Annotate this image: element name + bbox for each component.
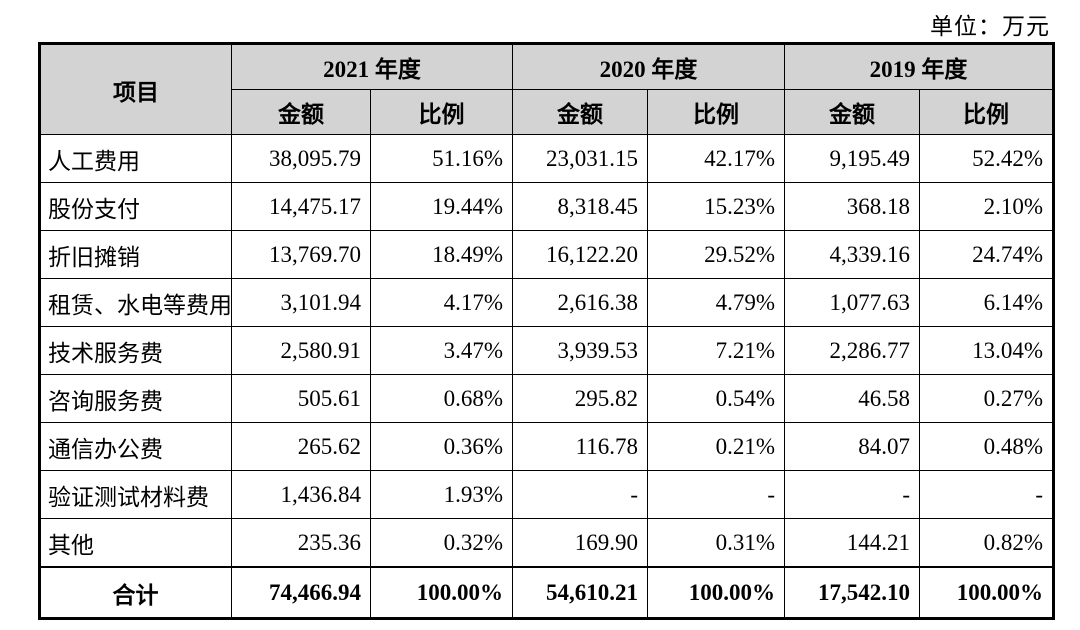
item-cell: 折旧摊销	[39, 230, 232, 279]
percent-cell: 0.54%	[647, 374, 785, 423]
total-percent-cell: 100.00%	[647, 566, 785, 619]
percent-cell: 51.16%	[370, 134, 513, 183]
amount-cell: -	[784, 470, 920, 519]
total-label-cell: 合计	[39, 566, 232, 619]
year-header-row: 项目 2021 年度 2020 年度 2019 年度	[39, 43, 1054, 135]
amount-cell: 38,095.79	[231, 134, 371, 183]
amount-cell: 14,475.17	[231, 182, 371, 231]
table-row: 通信办公费 265.62 0.36% 116.78 0.21% 84.07 0.…	[39, 422, 1054, 471]
percent-cell: 13.04%	[919, 326, 1054, 375]
amount-cell: 1,436.84	[231, 470, 371, 519]
percent-cell: 0.21%	[647, 422, 785, 471]
amount-cell: 16,122.20	[512, 230, 648, 279]
amount-cell: 13,769.70	[231, 230, 371, 279]
percent-cell: -	[919, 470, 1054, 519]
amount-cell: 1,077.63	[784, 278, 920, 327]
ratio-header-2020: 比例	[647, 89, 785, 135]
percent-cell: 0.36%	[370, 422, 513, 471]
amount-header-2021: 金额	[231, 89, 371, 135]
total-percent-cell: 100.00%	[370, 566, 513, 619]
amount-cell: 505.61	[231, 374, 371, 423]
subheader-row: 金额 比例 金额 比例 金额 比例	[40, 89, 1054, 135]
item-cell: 租赁、水电等费用	[39, 278, 232, 327]
percent-cell: 0.32%	[370, 518, 513, 568]
total-amount-cell: 54,610.21	[512, 566, 648, 619]
percent-cell: 6.14%	[919, 278, 1054, 327]
percent-cell: 19.44%	[370, 182, 513, 231]
percent-cell: 0.68%	[370, 374, 513, 423]
unit-label: 单位：万元	[930, 14, 1050, 39]
table-row: 折旧摊销 13,769.70 18.49% 16,122.20 29.52% 4…	[39, 230, 1054, 279]
item-cell: 验证测试材料费	[39, 470, 232, 519]
ratio-header-2021: 比例	[370, 89, 513, 135]
percent-cell: 24.74%	[919, 230, 1054, 279]
amount-cell: 9,195.49	[784, 134, 920, 183]
table-body: 人工费用 38,095.79 51.16% 23,031.15 42.17% 9…	[39, 134, 1054, 619]
amount-cell: 265.62	[231, 422, 371, 471]
table-row: 技术服务费 2,580.91 3.47% 3,939.53 7.21% 2,28…	[39, 326, 1054, 375]
percent-cell: 0.27%	[919, 374, 1054, 423]
percent-cell: 29.52%	[647, 230, 785, 279]
amount-cell: 295.82	[512, 374, 648, 423]
amount-cell: 3,101.94	[231, 278, 371, 327]
amount-cell: 2,580.91	[231, 326, 371, 375]
item-cell: 其他	[39, 518, 232, 568]
amount-cell: -	[512, 470, 648, 519]
percent-cell: 0.82%	[919, 518, 1054, 568]
percent-cell: 7.21%	[647, 326, 785, 375]
amount-cell: 46.58	[784, 374, 920, 423]
amount-cell: 84.07	[784, 422, 920, 471]
percent-cell: 52.42%	[919, 134, 1054, 183]
amount-cell: 169.90	[512, 518, 648, 568]
year-group-2020: 2020 年度	[512, 43, 785, 90]
table-row: 股份支付 14,475.17 19.44% 8,318.45 15.23% 36…	[39, 182, 1054, 231]
year-group-2021: 2021 年度	[231, 43, 513, 90]
percent-cell: 15.23%	[647, 182, 785, 231]
percent-cell: 18.49%	[370, 230, 513, 279]
percent-cell: -	[647, 470, 785, 519]
item-column-header: 项目	[39, 43, 232, 135]
percent-cell: 2.10%	[919, 182, 1054, 231]
item-cell: 通信办公费	[39, 422, 232, 471]
percent-cell: 0.48%	[919, 422, 1054, 471]
year-group-2019: 2019 年度	[784, 43, 1054, 90]
total-amount-cell: 17,542.10	[784, 566, 920, 619]
amount-cell: 368.18	[784, 182, 920, 231]
amount-cell: 4,339.16	[784, 230, 920, 279]
percent-cell: 4.17%	[370, 278, 513, 327]
total-amount-cell: 74,466.94	[231, 566, 371, 619]
percent-cell: 1.93%	[370, 470, 513, 519]
percent-cell: 4.79%	[647, 278, 785, 327]
percent-cell: 3.47%	[370, 326, 513, 375]
total-percent-cell: 100.00%	[919, 566, 1054, 619]
expense-breakdown-table: 项目 2021 年度 2020 年度 2019 年度 金额 比例 金额 比例 金…	[38, 42, 1055, 620]
table-row: 租赁、水电等费用 3,101.94 4.17% 2,616.38 4.79% 1…	[39, 278, 1054, 327]
amount-cell: 2,286.77	[784, 326, 920, 375]
amount-cell: 8,318.45	[512, 182, 648, 231]
amount-cell: 144.21	[784, 518, 920, 568]
amount-header-2019: 金额	[784, 89, 920, 135]
ratio-header-2019: 比例	[919, 89, 1054, 135]
table-row: 人工费用 38,095.79 51.16% 23,031.15 42.17% 9…	[39, 134, 1054, 183]
item-cell: 咨询服务费	[39, 374, 232, 423]
item-cell: 技术服务费	[39, 326, 232, 375]
amount-cell: 23,031.15	[512, 134, 648, 183]
item-cell: 人工费用	[39, 134, 232, 183]
table-header: 项目 2021 年度 2020 年度 2019 年度 金额 比例 金额 比例 金…	[39, 43, 1054, 135]
amount-cell: 3,939.53	[512, 326, 648, 375]
item-cell: 股份支付	[39, 182, 232, 231]
percent-cell: 42.17%	[647, 134, 785, 183]
amount-cell: 2,616.38	[512, 278, 648, 327]
table-row: 咨询服务费 505.61 0.68% 295.82 0.54% 46.58 0.…	[39, 374, 1054, 423]
table-row: 其他 235.36 0.32% 169.90 0.31% 144.21 0.82…	[39, 518, 1054, 568]
amount-cell: 235.36	[231, 518, 371, 568]
amount-cell: 116.78	[512, 422, 648, 471]
total-row: 合计 74,466.94 100.00% 54,610.21 100.00% 1…	[39, 566, 1054, 619]
table-row: 验证测试材料费 1,436.84 1.93% - - - -	[39, 470, 1054, 519]
percent-cell: 0.31%	[647, 518, 785, 568]
amount-header-2020: 金额	[512, 89, 648, 135]
